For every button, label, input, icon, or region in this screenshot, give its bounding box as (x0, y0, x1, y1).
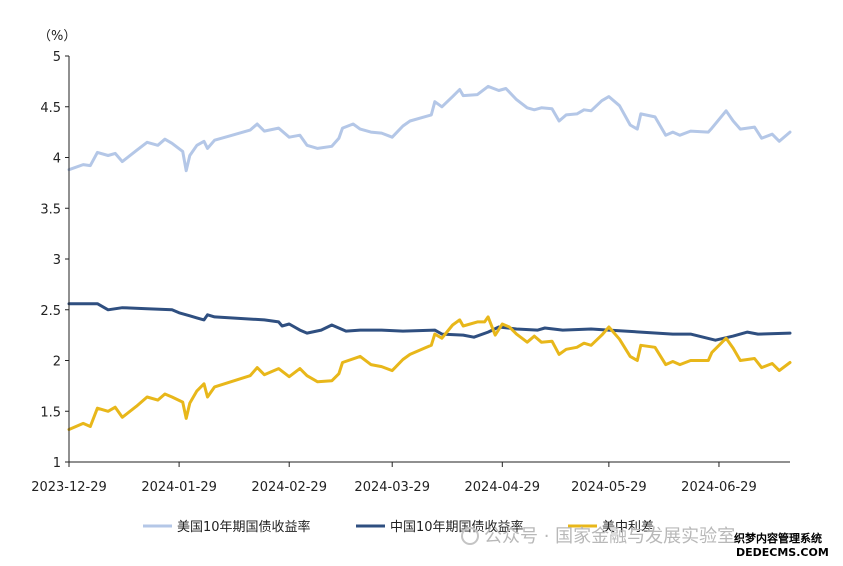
y-tick-label: 1 (53, 456, 61, 471)
y-axis-ticks: 1 1.5 2 2.5 3 3.5 4 4.5 5 (40, 50, 69, 471)
y-tick-label: 3 (53, 253, 61, 268)
line-cn-10y-yield (67, 302, 792, 342)
legend-item-cn-10y: 中国10年期国债收益率 (356, 519, 524, 535)
y-tick-label: 3.5 (40, 202, 61, 217)
corner-mark-line2: DEDECMS.COM (736, 546, 829, 559)
x-tick-label: 2024-01-29 (141, 480, 217, 495)
legend-label-us-10y: 美国10年期国债收益率 (177, 519, 311, 535)
legend-label-spread: 美中利差 (602, 520, 654, 535)
x-tick-label: 2024-03-29 (354, 480, 430, 495)
y-tick-label: 4.5 (40, 101, 61, 116)
legend-label-cn-10y: 中国10年期国债收益率 (390, 519, 524, 535)
x-tick-label: 2024-04-29 (465, 480, 541, 495)
line-us-cn-spread (67, 315, 792, 431)
x-tick-label: 2024-02-29 (251, 480, 327, 495)
y-tick-label: 4 (53, 152, 61, 167)
y-tick-label: 2 (53, 355, 61, 370)
x-axis-ticks: 2023-12-29 2024-01-29 2024-02-29 2024-03-29… (31, 462, 757, 495)
corner-mark: 织梦内容管理系统 DEDECMS.COM (734, 531, 829, 559)
chart-legend: 美国10年期国债收益率 中国10年期国债收益率 美中利差 (143, 519, 654, 535)
legend-item-us-10y: 美国10年期国债收益率 (143, 519, 311, 535)
x-tick-label: 2024-06-29 (681, 480, 757, 495)
x-tick-label: 2024-05-29 (571, 480, 647, 495)
y-tick-label: 2.5 (40, 304, 61, 319)
watermark-text: 公众号 · 国家金融与发展实验室 (484, 526, 735, 547)
plot-area (67, 84, 792, 431)
legend-item-spread: 美中利差 (568, 520, 654, 535)
y-tick-label: 5 (53, 50, 61, 65)
y-tick-label: 1.5 (40, 405, 61, 420)
watermark: 公众号 · 国家金融与发展实验室 (461, 526, 735, 547)
x-tick-label: 2023-12-29 (31, 480, 107, 495)
y-axis-unit-label: （%） (38, 29, 76, 44)
corner-mark-line1: 织梦内容管理系统 (734, 531, 822, 545)
line-us-10y-yield (67, 84, 792, 173)
wechat-icon (461, 527, 479, 545)
